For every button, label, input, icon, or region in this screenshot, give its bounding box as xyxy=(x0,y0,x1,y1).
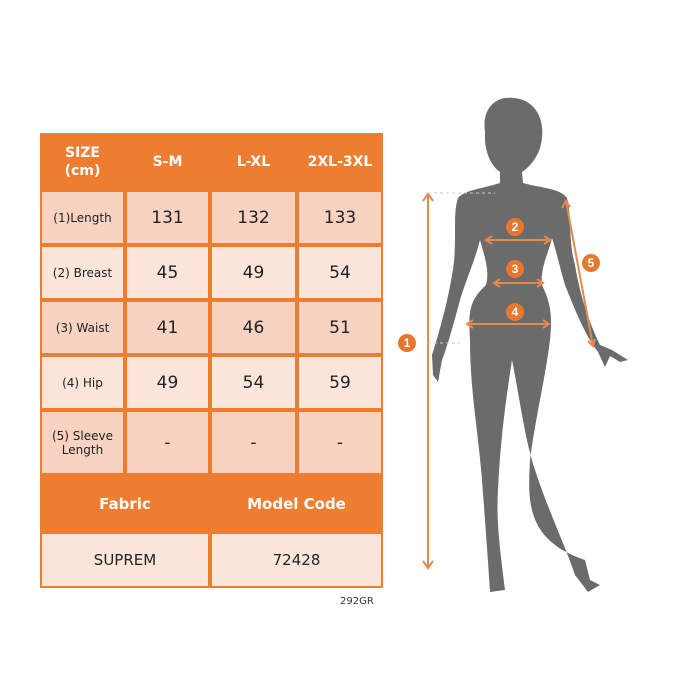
size-col-l-xl: L-XL xyxy=(210,133,297,190)
cell-value: 54 xyxy=(210,355,297,410)
marker-5 xyxy=(582,254,600,272)
woman-silhouette xyxy=(432,97,628,592)
marker-1 xyxy=(398,334,416,352)
table-header-row: SIZE (cm) S-M L-XL 2XL-3XL xyxy=(40,133,383,190)
measurement-lines xyxy=(422,192,596,570)
fabric-value-row: SUPREM 72428 xyxy=(40,532,383,588)
size-header-line2: (cm) xyxy=(64,162,101,179)
marker-2 xyxy=(506,218,524,236)
marker-3 xyxy=(506,260,524,278)
marker-4 xyxy=(506,303,524,321)
cell-value: - xyxy=(210,410,297,475)
cell-value: 51 xyxy=(297,300,383,355)
row-label: (3) Waist xyxy=(40,300,125,355)
fabric-header-row: Fabric Model Code xyxy=(40,475,383,532)
marker-4-label: 4 xyxy=(512,305,519,319)
marker-5-label: 5 xyxy=(588,256,595,270)
table-row-waist: (3) Waist 41 46 51 xyxy=(40,300,383,355)
sleeve-arrow xyxy=(565,200,594,347)
marker-3-label: 3 xyxy=(512,262,519,276)
model-code-value: 72428 xyxy=(210,532,383,588)
table-row-hip: (4) Hip 49 54 59 xyxy=(40,355,383,410)
fabric-value: SUPREM xyxy=(40,532,210,588)
table-row-sleeve: (5) Sleeve Length - - - xyxy=(40,410,383,475)
cell-value: 133 xyxy=(297,190,383,245)
size-header-line1: SIZE xyxy=(64,144,100,161)
cell-value: 49 xyxy=(210,245,297,300)
row-label: (5) Sleeve Length xyxy=(40,410,125,475)
model-code-label: Model Code xyxy=(210,475,383,532)
row-label: (2) Breast xyxy=(40,245,125,300)
cell-value: 132 xyxy=(210,190,297,245)
cell-value: 131 xyxy=(125,190,210,245)
cell-value: 46 xyxy=(210,300,297,355)
size-chart-table: SIZE (cm) S-M L-XL 2XL-3XL (1)Length 131 … xyxy=(40,133,383,588)
table-row-length: (1)Length 131 132 133 xyxy=(40,190,383,245)
cell-value: 45 xyxy=(125,245,210,300)
cell-value: 59 xyxy=(297,355,383,410)
size-col-s-m: S-M xyxy=(125,133,210,190)
measurement-markers xyxy=(398,218,600,352)
cell-value: 49 xyxy=(125,355,210,410)
row-label: (1)Length xyxy=(40,190,125,245)
cell-value: - xyxy=(125,410,210,475)
marker-1-label: 1 xyxy=(404,336,411,350)
row-label-line2: Length xyxy=(61,442,104,457)
row-label-line1: (5) Sleeve xyxy=(51,428,113,443)
size-col-2xl-3xl: 2XL-3XL xyxy=(297,133,383,190)
size-header: SIZE (cm) xyxy=(40,133,125,190)
marker-2-label: 2 xyxy=(512,220,519,234)
row-label: (4) Hip xyxy=(40,355,125,410)
cell-value: 41 xyxy=(125,300,210,355)
fabric-label: Fabric xyxy=(40,475,210,532)
cell-value: - xyxy=(297,410,383,475)
table-row-breast: (2) Breast 45 49 54 xyxy=(40,245,383,300)
cell-value: 54 xyxy=(297,245,383,300)
product-code: 292GR xyxy=(340,596,374,607)
